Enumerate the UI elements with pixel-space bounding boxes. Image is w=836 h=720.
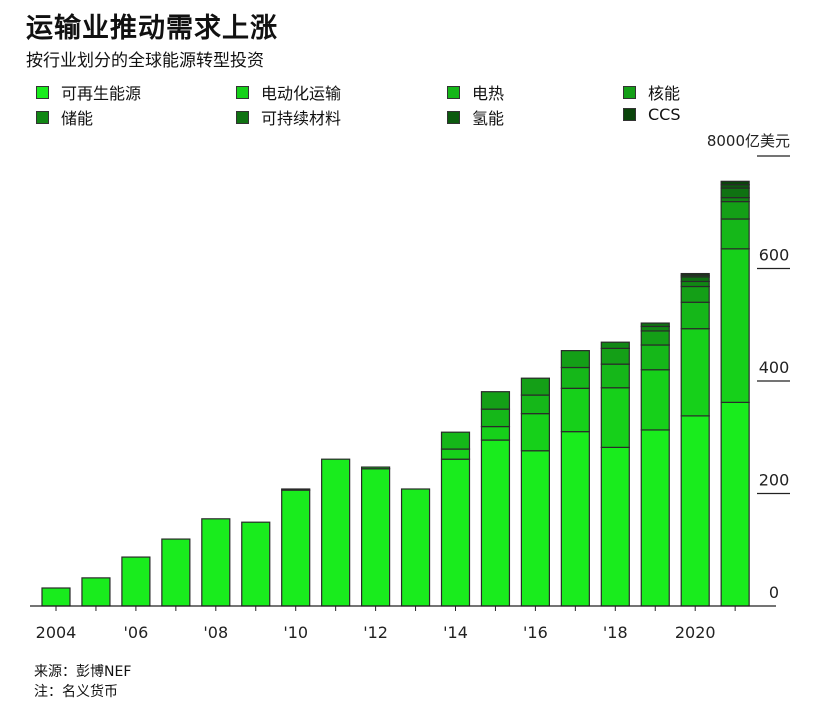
bar-segment-2021-2: [720, 218, 750, 250]
legend-label: 可再生能源: [61, 84, 142, 103]
bar-segment-2021-1: [720, 248, 750, 403]
x-tick-label: '18: [603, 623, 628, 642]
bar-segment-2010-0: [281, 489, 311, 607]
bar-segment-2004-0: [41, 587, 71, 607]
bar-segment-2006-0: [121, 556, 151, 607]
bar-segment-2015-0: [480, 439, 511, 607]
bar-segment-2009-0: [241, 521, 271, 607]
bar-segment-2015-1: [480, 425, 511, 441]
x-tick-label: '16: [523, 623, 548, 642]
chart-subtitle: 按行业划分的全球能源转型投资: [26, 51, 264, 71]
bar-segment-2017-0: [560, 431, 590, 607]
bar-segment-2015-2: [480, 408, 511, 428]
legend-swatch: [623, 85, 636, 99]
bar-segment-2020-3: [680, 285, 710, 303]
y-tick-label: 400: [759, 358, 790, 377]
bar-segment-2020-7: [680, 272, 710, 276]
bar-segment-2014-2: [440, 431, 471, 450]
bar-segment-2005-0: [81, 577, 111, 607]
legend-item: 核能: [623, 80, 680, 104]
bar-segment-2010-1: [281, 488, 311, 491]
currency-note: 注：名义货币: [34, 684, 118, 700]
legend-label: 氢能: [472, 109, 505, 128]
bar-segment-2017-3: [560, 350, 590, 369]
legend-label: 电动化运输: [261, 84, 342, 103]
legend-item: 氢能: [447, 105, 504, 129]
bar-segment-2021-0: [720, 401, 750, 607]
legend-item: CCS: [623, 105, 681, 124]
bar-segment-2021-7: [720, 180, 750, 186]
bar-segment-2016-1: [520, 413, 551, 452]
bar-segment-2019-1: [640, 369, 670, 431]
legend-item: 可持续材料: [236, 105, 341, 129]
bar-segment-2019-2: [640, 344, 670, 371]
bar-segment-2017-1: [560, 387, 590, 433]
bar-segment-2020-5: [680, 276, 710, 283]
source-note: 来源：彭博NEF: [34, 664, 132, 680]
x-tick-label: '12: [363, 623, 388, 642]
x-tick-label: '06: [124, 623, 149, 642]
bar-segment-2014-1: [440, 448, 471, 460]
bar-segment-2016-3: [520, 377, 551, 396]
legend-item: 电热: [447, 80, 504, 104]
bar-segment-2018-4: [600, 341, 630, 349]
bar-segment-2017-2: [560, 366, 590, 389]
legend-item: 电动化运输: [236, 80, 341, 104]
bar-segment-2021-3: [720, 200, 750, 220]
bar-segment-2019-0: [640, 429, 670, 607]
bar-segment-2011-0: [321, 458, 351, 607]
legend-item: 储能: [36, 105, 93, 129]
x-tick-label: '10: [283, 623, 308, 642]
legend-swatch: [36, 110, 49, 124]
legend-swatch: [36, 85, 49, 99]
bar-segment-2015-3: [480, 391, 511, 410]
bar-segment-2018-0: [600, 446, 630, 607]
legend-label: CCS: [648, 105, 681, 124]
bar-segment-2020-4: [680, 280, 710, 288]
x-tick-label: '08: [203, 623, 228, 642]
legend-swatch: [236, 85, 249, 99]
legend-label: 储能: [61, 109, 94, 128]
bar-segment-2014-0: [440, 458, 471, 607]
legend-swatch: [236, 110, 249, 124]
bar-segment-2020-1: [680, 328, 710, 417]
bar-segment-2008-0: [201, 518, 231, 607]
bar-segment-2007-0: [161, 538, 191, 607]
legend-label: 电热: [472, 84, 505, 103]
y-tick-label: 600: [759, 246, 790, 265]
unit-label: 8000亿美元: [707, 132, 790, 150]
x-tick-label: 2004: [36, 623, 77, 642]
bar-segment-2016-2: [520, 394, 551, 415]
chart-title: 运输业推动需求上涨: [26, 13, 278, 44]
bar-segment-2018-2: [600, 363, 630, 389]
bar-segment-2012-0: [361, 468, 391, 607]
bar-segment-2019-3: [640, 330, 670, 346]
legend-label: 核能: [648, 84, 681, 103]
bar-segment-2018-1: [600, 387, 630, 448]
y-tick-label: 200: [759, 471, 790, 490]
bar-segment-2019-4: [640, 325, 670, 332]
legend-swatch: [623, 108, 636, 121]
legend-item: 可再生能源: [36, 80, 141, 104]
legend-label: 可持续材料: [261, 109, 342, 128]
bar-segment-2012-1: [361, 466, 391, 470]
x-tick-label: '14: [443, 623, 468, 642]
bar-segment-2019-5: [640, 322, 670, 328]
bar-segment-2016-0: [520, 450, 551, 607]
y-tick-label: 0: [769, 583, 779, 602]
bar-segment-2020-0: [680, 415, 710, 607]
bar-segment-2013-0: [400, 488, 431, 607]
bar-segment-2018-3: [600, 347, 630, 365]
legend-swatch: [447, 110, 460, 124]
bar-segment-2020-2: [680, 301, 710, 330]
x-tick-label: 2020: [675, 623, 716, 642]
legend-swatch: [447, 85, 460, 99]
bar-segment-2021-5: [720, 187, 750, 199]
